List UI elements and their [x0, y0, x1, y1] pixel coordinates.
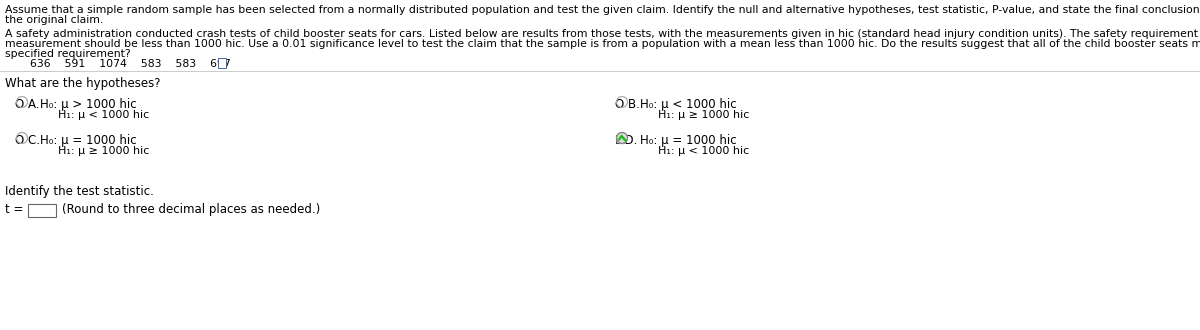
Text: Identify the test statistic.: Identify the test statistic.: [5, 185, 154, 198]
Text: specified requirement?: specified requirement?: [5, 49, 131, 59]
Text: H₁: μ < 1000 hic: H₁: μ < 1000 hic: [658, 146, 749, 156]
Text: H₀: μ = 1000 hic: H₀: μ = 1000 hic: [40, 134, 137, 147]
Text: What are the hypotheses?: What are the hypotheses?: [5, 77, 161, 90]
FancyBboxPatch shape: [28, 204, 56, 217]
Text: A safety administration conducted crash tests of child booster seats for cars. L: A safety administration conducted crash …: [5, 29, 1200, 39]
Text: H₁: μ ≥ 1000 hic: H₁: μ ≥ 1000 hic: [58, 146, 149, 156]
Text: (Round to three decimal places as needed.): (Round to three decimal places as needed…: [62, 203, 320, 216]
Text: 636    591    1074    583    583    697: 636 591 1074 583 583 697: [30, 59, 230, 69]
Text: H₀: μ > 1000 hic: H₀: μ > 1000 hic: [40, 98, 137, 111]
Text: O B.: O B.: [616, 98, 640, 111]
Text: the original claim.: the original claim.: [5, 15, 103, 25]
Text: measurement should be less than 1000 hic. Use a 0.01 significance level to test : measurement should be less than 1000 hic…: [5, 39, 1200, 49]
Text: ☑D.: ☑D.: [616, 134, 638, 147]
Circle shape: [617, 133, 628, 144]
Text: t =: t =: [5, 203, 23, 216]
Text: H₀: μ = 1000 hic: H₀: μ = 1000 hic: [640, 134, 737, 147]
Text: O C.: O C.: [14, 134, 40, 147]
Text: O A.: O A.: [14, 98, 40, 111]
FancyBboxPatch shape: [218, 58, 226, 68]
Text: H₁: μ ≥ 1000 hic: H₁: μ ≥ 1000 hic: [658, 110, 749, 120]
Text: H₀: μ < 1000 hic: H₀: μ < 1000 hic: [640, 98, 737, 111]
Text: H₁: μ < 1000 hic: H₁: μ < 1000 hic: [58, 110, 149, 120]
Text: Assume that a simple random sample has been selected from a normally distributed: Assume that a simple random sample has b…: [5, 5, 1200, 15]
